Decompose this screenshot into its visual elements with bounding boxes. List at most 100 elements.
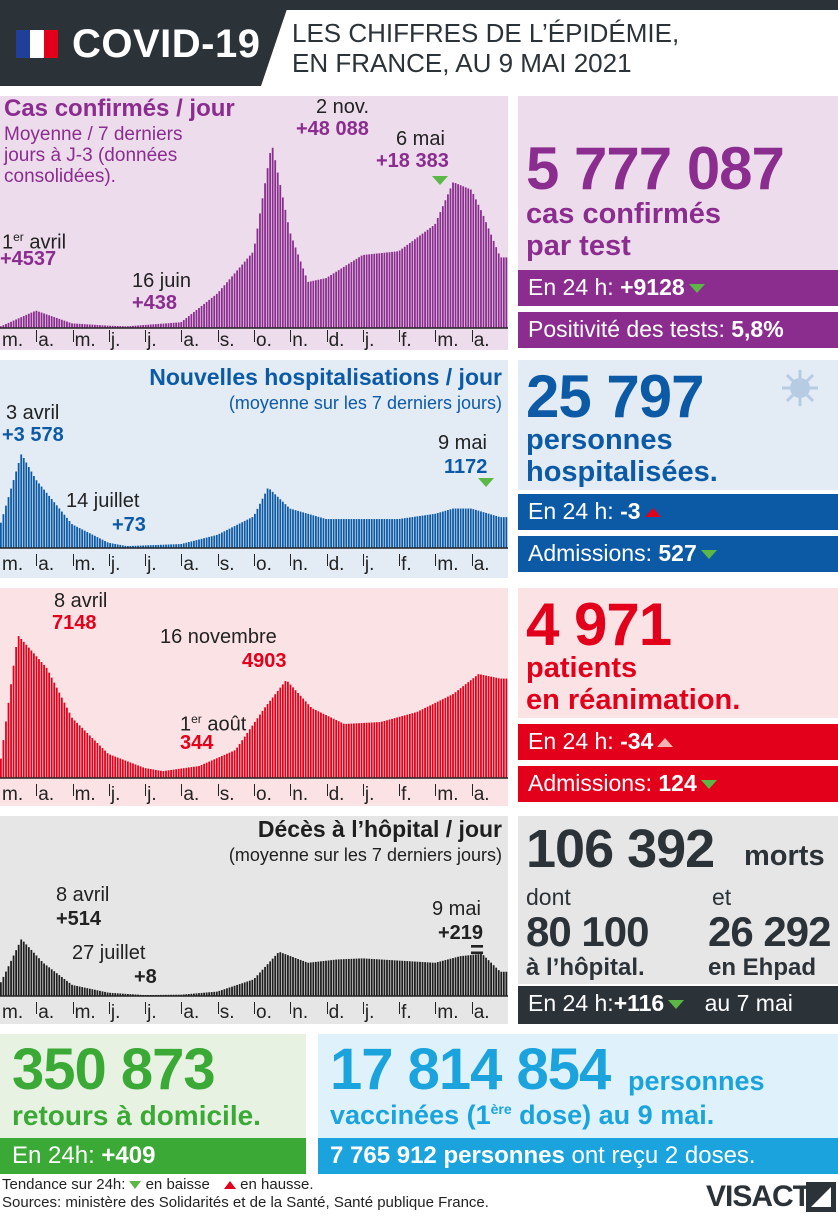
chart-bar [365, 519, 368, 548]
chart-bar [71, 717, 73, 778]
chart-bar [35, 480, 38, 548]
chart-bar [5, 971, 7, 996]
chart-bar [233, 750, 236, 778]
chart-bar [289, 684, 292, 778]
month-tick-label: o. [256, 330, 272, 351]
cases-ann2-date: 16 juin [132, 270, 191, 292]
month-tick [145, 330, 147, 342]
chart-bar [332, 959, 335, 996]
chart-bar [388, 252, 391, 328]
header-bar [0, 0, 838, 10]
month-tick-label: a. [183, 1002, 200, 1023]
month-tick [435, 784, 437, 796]
chart-bar [198, 539, 200, 548]
chart-bar [325, 519, 327, 548]
chart-bar [317, 279, 320, 328]
chart-bar [411, 713, 414, 778]
chart-bar [459, 688, 462, 778]
month-tick [254, 330, 255, 342]
chart-bar [406, 517, 409, 548]
chart-bar [71, 524, 73, 548]
chart-bar [0, 758, 2, 778]
chart-bar [350, 958, 353, 996]
chart-bar [213, 295, 216, 328]
month-tick-label: m. [74, 330, 96, 351]
chart-bar [419, 961, 421, 996]
month-tick-label: o. [256, 784, 272, 805]
chart-bar [317, 961, 320, 996]
month-tick [362, 784, 364, 796]
chart-bar [276, 690, 279, 778]
chart-bar [287, 506, 289, 548]
chart-bar [342, 266, 345, 328]
cases-ann2-value: +438 [132, 292, 178, 314]
chart-bar [439, 512, 442, 548]
chart-bar [154, 769, 157, 778]
chart-bar [226, 988, 228, 996]
month-tick [326, 1002, 328, 1014]
chart-bar [58, 508, 61, 548]
chart-bar [474, 676, 477, 778]
chart-bar [20, 638, 23, 778]
chart-bar [60, 319, 63, 328]
chart-bar [17, 944, 20, 996]
month-tick [254, 554, 255, 566]
chart-bar [485, 675, 487, 778]
chart-bar [121, 326, 124, 328]
chart-bar [142, 545, 145, 548]
chart-bar [342, 959, 345, 996]
chart-bar [48, 315, 51, 328]
chart-bar [27, 947, 30, 996]
chart-bar [165, 770, 167, 778]
chart-bar [294, 247, 297, 328]
month-tick-label: a. [38, 554, 55, 575]
chart-bar [322, 961, 325, 996]
month-tick-label: m. [74, 784, 96, 805]
chart-bar [299, 959, 302, 996]
chart-bar [256, 718, 259, 778]
chart-bar [314, 280, 317, 328]
month-tick [217, 330, 219, 342]
chart-bar [381, 721, 383, 778]
chart-bar [490, 962, 492, 996]
chart-bar [43, 963, 45, 996]
chart-bar [335, 519, 338, 548]
chart-bar [398, 716, 401, 778]
chart-bar [63, 702, 66, 778]
chart-bar [274, 955, 277, 996]
chart-bar [104, 991, 106, 996]
chart-bar [101, 991, 104, 996]
chart-bar [25, 462, 28, 548]
chart-bar [147, 545, 150, 548]
virus-icon [782, 370, 818, 406]
chart-bar [330, 960, 332, 996]
month-tick [36, 554, 38, 566]
chart-bar [30, 949, 33, 996]
chart-bar [218, 757, 221, 778]
down-arrow-icon [700, 550, 717, 560]
month-tick [399, 330, 401, 342]
month-tick [435, 1002, 437, 1014]
chart-bar [469, 508, 472, 548]
chart-bar [226, 529, 228, 548]
chart-bar [132, 325, 134, 328]
chart-bar [289, 956, 292, 996]
chart-bar [401, 960, 404, 996]
chart-bar [452, 958, 454, 996]
chart-bar [261, 498, 264, 548]
chart-bar [477, 204, 480, 328]
sources: Sources: ministère des Solidarités et de… [2, 1194, 489, 1211]
chart-bar [421, 709, 424, 778]
chart-bar [193, 766, 195, 778]
chart-bar [109, 754, 111, 778]
chart-bar [281, 953, 284, 996]
chart-bar [454, 957, 457, 996]
chart-bar [132, 545, 134, 548]
chart-bar [154, 324, 157, 328]
chart-bar [401, 518, 404, 548]
chart-bar [111, 755, 114, 778]
chart-bar [254, 243, 256, 328]
chart-bar [416, 711, 419, 778]
chart-bar [353, 519, 355, 548]
chart-bar [241, 264, 244, 328]
